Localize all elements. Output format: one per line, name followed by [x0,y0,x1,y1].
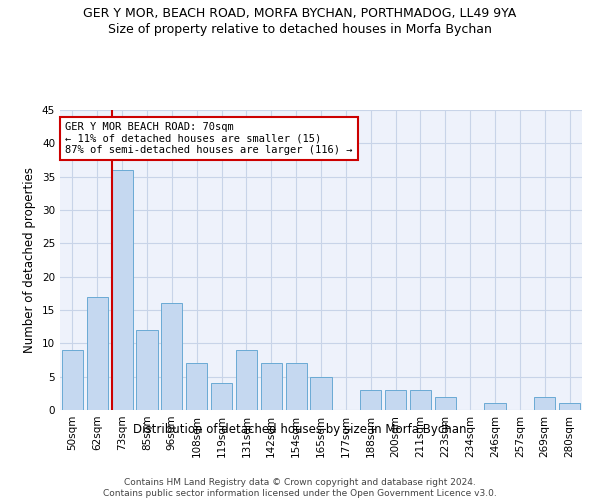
Text: GER Y MOR BEACH ROAD: 70sqm
← 11% of detached houses are smaller (15)
87% of sem: GER Y MOR BEACH ROAD: 70sqm ← 11% of det… [65,122,353,155]
Bar [286,364,307,410]
Text: Contains HM Land Registry data © Crown copyright and database right 2024.
Contai: Contains HM Land Registry data © Crown c… [103,478,497,498]
Bar [261,364,282,410]
Bar [236,350,257,410]
Text: Size of property relative to detached houses in Morfa Bychan: Size of property relative to detached ho… [108,22,492,36]
Text: GER Y MOR, BEACH ROAD, MORFA BYCHAN, PORTHMADOG, LL49 9YA: GER Y MOR, BEACH ROAD, MORFA BYCHAN, POR… [83,8,517,20]
Bar [87,296,108,410]
Bar [385,390,406,410]
Text: Distribution of detached houses by size in Morfa Bychan: Distribution of detached houses by size … [133,422,467,436]
Bar [161,304,182,410]
Bar [484,404,506,410]
Bar [360,390,381,410]
Bar [410,390,431,410]
Bar [534,396,555,410]
Bar [211,384,232,410]
Y-axis label: Number of detached properties: Number of detached properties [23,167,37,353]
Bar [62,350,83,410]
Bar [435,396,456,410]
Bar [186,364,207,410]
Bar [310,376,332,410]
Bar [112,170,133,410]
Bar [559,404,580,410]
Bar [136,330,158,410]
